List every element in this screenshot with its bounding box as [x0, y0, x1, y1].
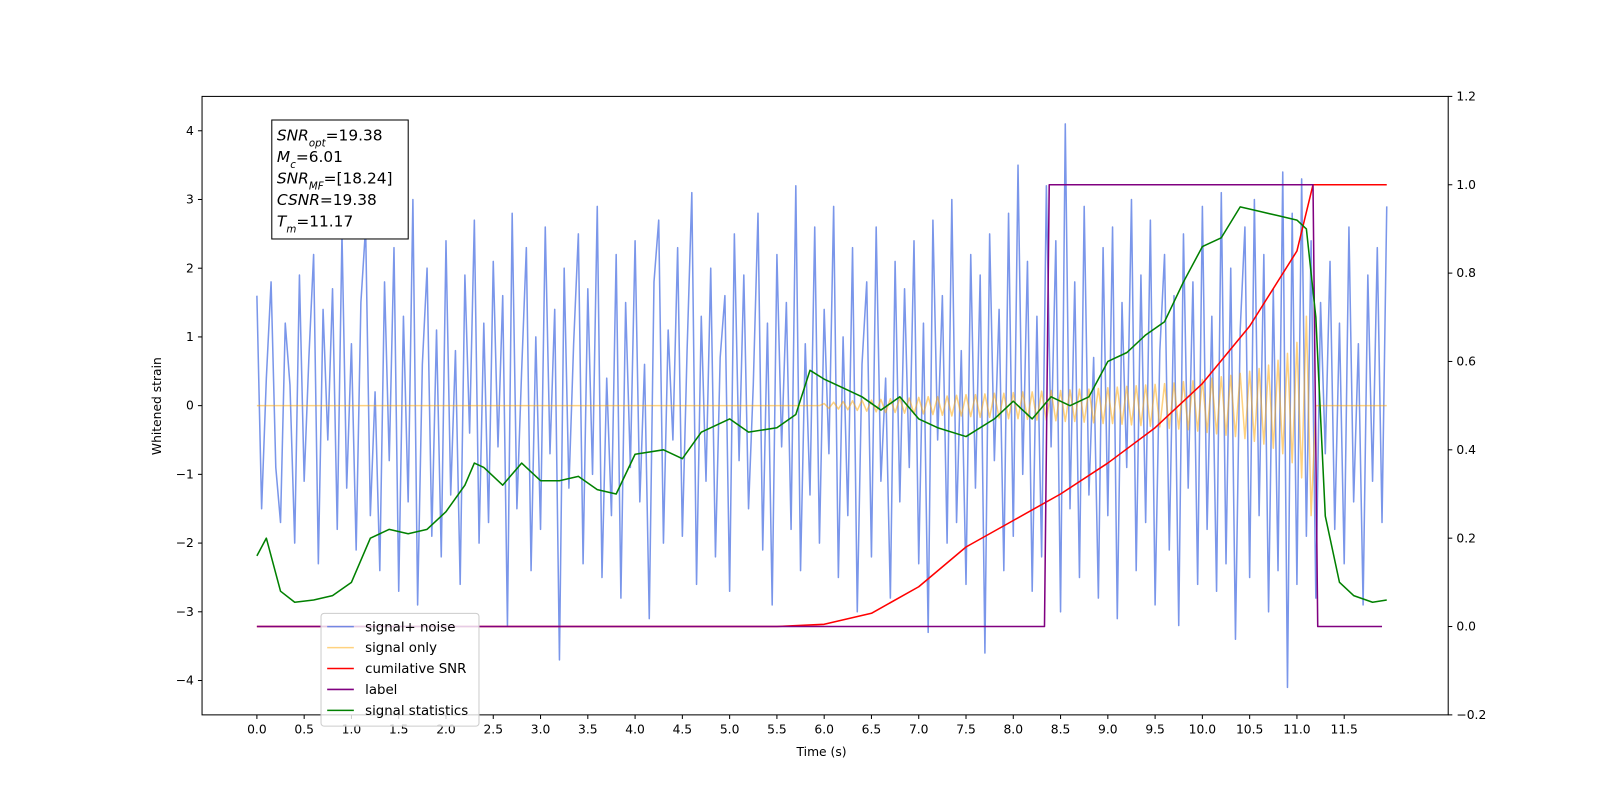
x-tick-label: 10.5	[1236, 722, 1263, 736]
y2-tick-label: 0.0	[1456, 620, 1476, 634]
x-tick-label: 3.0	[531, 722, 551, 736]
plot-frame	[201, 95, 1449, 716]
annotation-text: =[18.24]	[324, 170, 393, 188]
legend-label: cumilative SNR	[365, 662, 466, 677]
x-tick-label: 0.5	[294, 722, 314, 736]
x-tick-label: 8.5	[1051, 722, 1071, 736]
y2-tick-label: 0.4	[1456, 443, 1476, 457]
annotation-line: Tm=11.17	[277, 213, 353, 236]
annotation-sub: m	[286, 224, 296, 236]
annotation-sub: opt	[309, 138, 327, 150]
annotation-text: =19.38	[326, 127, 383, 145]
x-tick-label: 9.5	[1145, 722, 1165, 736]
x-tick-label: 4.5	[673, 722, 693, 736]
series-line	[256, 183, 1383, 628]
y-tick-label: 4	[186, 124, 194, 138]
y2-tick-label: −0.2	[1456, 708, 1486, 722]
x-tick-label: 7.0	[909, 722, 929, 736]
series-line	[256, 206, 1387, 603]
annotation-line: CSNR=19.38	[277, 191, 377, 209]
y-tick-label: −1	[176, 467, 194, 481]
y-tick-label: −2	[176, 536, 194, 550]
legend-box	[320, 612, 480, 727]
legend-label: signal+ noise	[365, 620, 455, 635]
x-tick-label: 7.5	[956, 722, 976, 736]
annotation-base: T	[277, 213, 288, 231]
legend-label: label	[365, 683, 397, 698]
legend-label: signal only	[365, 641, 437, 656]
x-axis-label: Time (s)	[796, 745, 847, 759]
x-tick-label: 0.0	[247, 722, 267, 736]
x-tick-label: 6.0	[814, 722, 834, 736]
x-tick-label: 11.5	[1331, 722, 1358, 736]
x-tick-label: 4.0	[625, 722, 645, 736]
y-tick-label: −3	[176, 605, 194, 619]
annotation-base: SNR	[277, 127, 309, 145]
y2-tick-label: 0.2	[1456, 531, 1476, 545]
x-tick-label: 2.5	[483, 722, 503, 736]
y2-tick-label: 1.2	[1456, 90, 1476, 104]
annotation-text: =11.17	[296, 213, 353, 231]
y2-tick-label: 0.8	[1456, 266, 1476, 280]
x-tick-label: 6.5	[862, 722, 882, 736]
y-tick-label: 3	[186, 193, 194, 207]
x-tick-label: 8.0	[1003, 722, 1023, 736]
x-tick-label: 5.5	[767, 722, 787, 736]
series-line	[256, 123, 1388, 689]
y2-tick-label: 1.0	[1456, 178, 1476, 192]
y-tick-label: 2	[186, 261, 194, 275]
x-tick-label: 11.0	[1283, 722, 1310, 736]
annotation-line: Mc=6.01	[277, 148, 343, 171]
legend-label: signal statistics	[365, 704, 468, 719]
annotation-base: CSNR	[277, 191, 320, 209]
y2-tick-label: 0.6	[1456, 355, 1476, 369]
annotation-text: =19.38	[320, 191, 377, 209]
annotation-sub: MF	[309, 181, 325, 193]
annotation-sub: c	[290, 159, 296, 171]
y-axis-label: Whitened strain	[150, 357, 164, 455]
annotation-box	[271, 119, 409, 240]
annotation-base: SNR	[277, 170, 309, 188]
annotation-line: SNRopt=19.38	[277, 127, 383, 150]
x-tick-label: 5.0	[720, 722, 740, 736]
y-tick-label: 0	[186, 399, 194, 413]
series-line	[256, 315, 1387, 517]
y-tick-label: 1	[186, 330, 194, 344]
x-tick-label: 9.0	[1098, 722, 1118, 736]
annotation-line: SNRMF=[18.24]	[277, 170, 393, 193]
x-tick-label: 10.0	[1189, 722, 1216, 736]
x-tick-label: 3.5	[578, 722, 598, 736]
series-line	[256, 183, 1387, 628]
annotation-text: =6.01	[296, 148, 343, 166]
y-tick-label: −4	[176, 674, 194, 688]
annotation-base: M	[277, 148, 290, 166]
